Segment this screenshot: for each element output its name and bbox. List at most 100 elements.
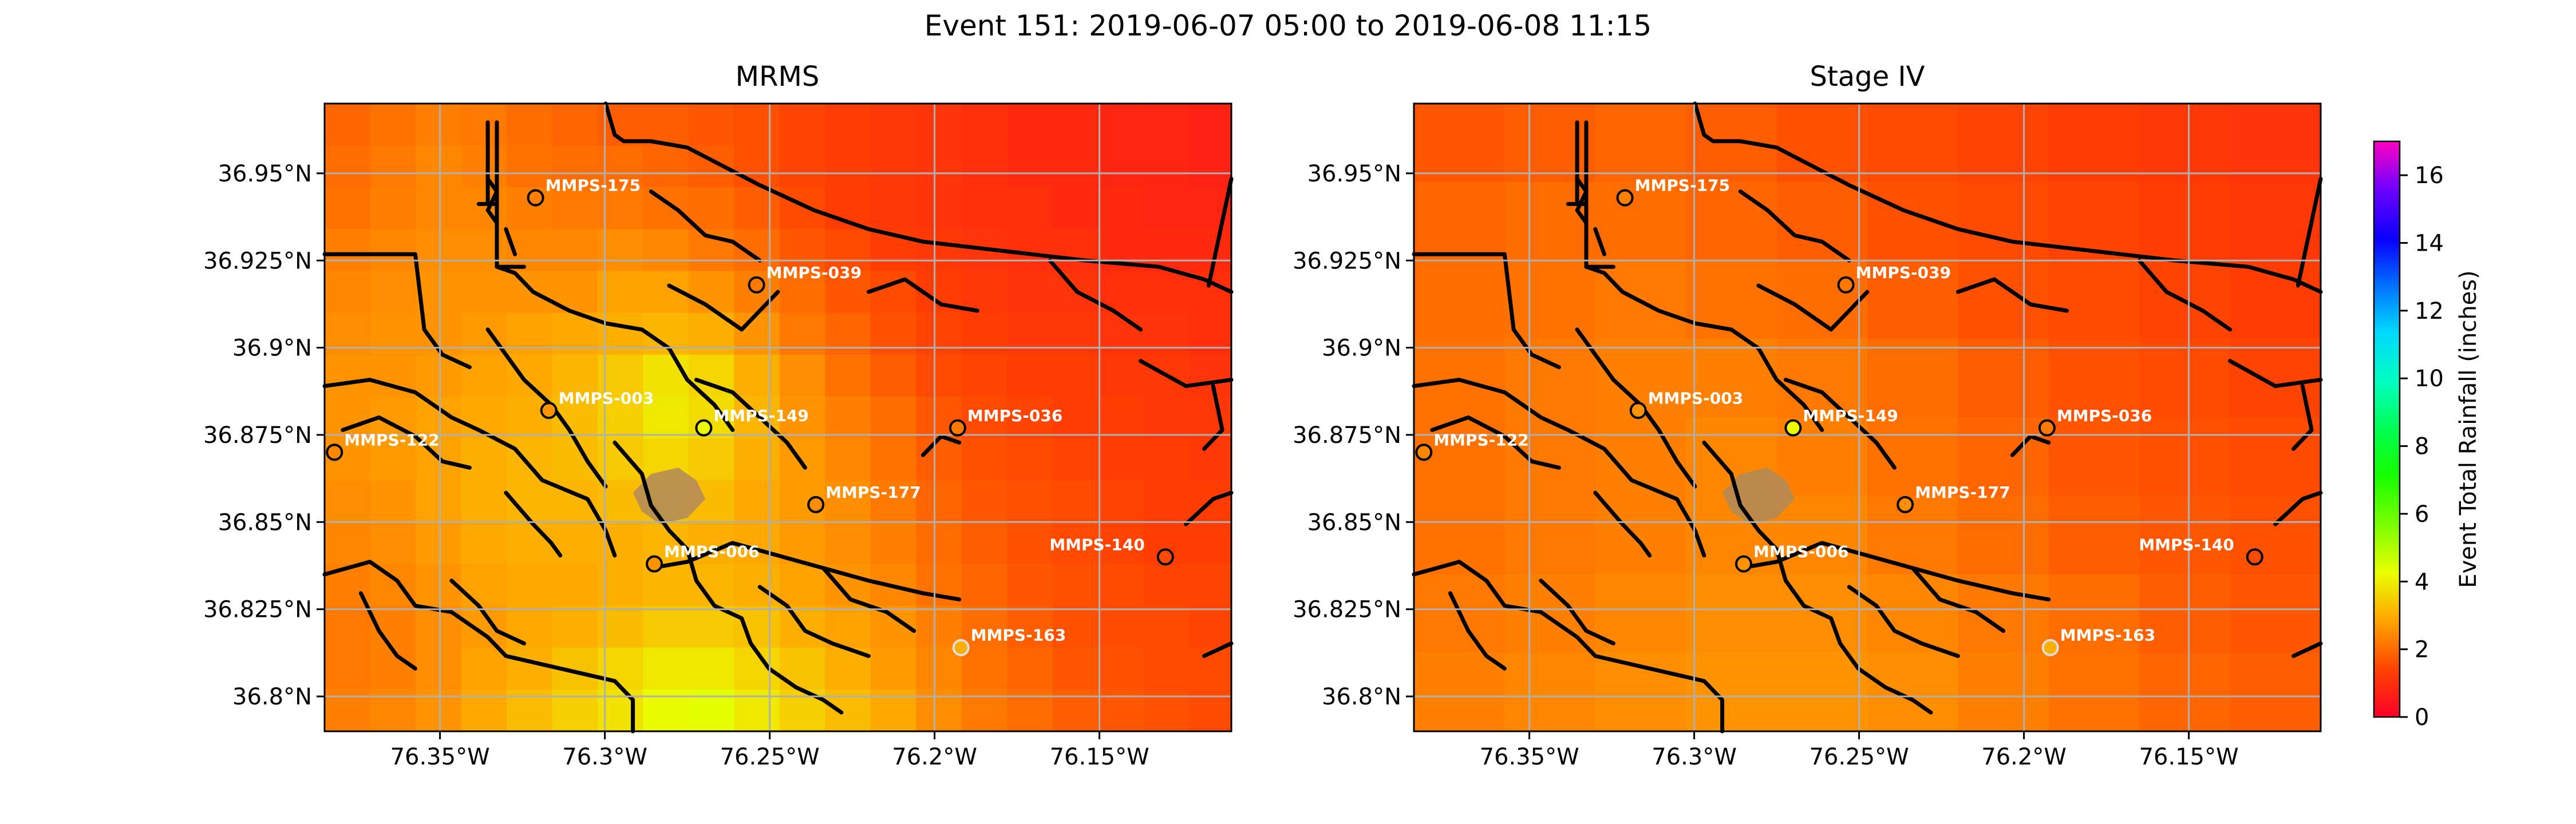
stage-iv-coastline-segment: [1593, 227, 1607, 256]
mrms-station-marker: [952, 639, 970, 656]
mrms-heat-cell: [870, 438, 917, 481]
mrms-station-label: MMPS-122: [344, 430, 439, 449]
mrms-coastline-segment: [1202, 641, 1234, 658]
mrms-heat-cell: [961, 187, 1008, 230]
mrms-heat-cell: [825, 354, 871, 397]
stage-iv-coastline-segment: [2291, 641, 2323, 658]
mrms-station-label: MMPS-163: [971, 626, 1066, 645]
mrms-heat-cell: [916, 480, 962, 523]
stage-iv-heat-cell: [2139, 652, 2231, 732]
mrms-heat-cell: [734, 480, 780, 523]
mrms-coastline-segment: [322, 560, 635, 734]
mrms-coastline-segment: [322, 252, 472, 370]
colorbar-tick-label: 2: [2415, 637, 2429, 663]
stage-iv-land-patch: [1722, 468, 1795, 524]
mrms-heat-cell: [1143, 271, 1190, 314]
mrms-y-ticks: 36.8°N 36.825°N 36.85°N 36.875°N 36.9°N 36.92…: [203, 161, 325, 710]
stage-iv-heat-cell: [1776, 339, 1868, 418]
mrms-x-ticks: 76.35°W 76.3°W 76.25°W 76.2°W 76.15°W: [390, 731, 1149, 770]
stage-iv-coastline-segment: [1412, 560, 1725, 734]
mrms-heat-cell: [961, 647, 1008, 690]
mrms-heat-cell: [643, 104, 689, 146]
stage-iv-heat-cell: [1867, 182, 1959, 261]
stage-iv-station-marker: [1897, 496, 1914, 513]
mrms-coastline-segment: [613, 440, 717, 608]
mrms-heat-cell: [1052, 438, 1099, 481]
mrms-heat-cell: [1189, 104, 1232, 146]
stage-iv-coastline-segment: [1575, 177, 1589, 225]
stage-iv-y-tick-label: 36.85°N: [1307, 509, 1401, 536]
mrms-heat-cell: [643, 145, 689, 188]
stage-iv-coastline-segment: [1738, 189, 1851, 263]
mrms-heat-cell: [1143, 605, 1190, 648]
mrms-coastline-segment: [1206, 177, 1234, 288]
stage-iv-coastline-segment: [1910, 566, 2006, 633]
mrms-heat-cell: [916, 187, 962, 230]
mrms-heat-cell: [507, 104, 553, 146]
stage-iv-coastline-segment: [1593, 490, 1652, 558]
mrms-rainfall-heatmap: [325, 104, 1232, 732]
mrms-heat-cell: [370, 271, 416, 314]
mrms-heat-cell: [1052, 312, 1099, 355]
mrms-coastline-segment: [920, 434, 962, 457]
mrms-heat-cell: [1189, 354, 1232, 397]
stage-iv-heat-cell: [1867, 104, 1959, 183]
mrms-heat-cell: [552, 104, 598, 146]
stage-iv-heat-cell: [1595, 182, 1686, 261]
stage-iv-y-tick-label: 36.875°N: [1293, 422, 1401, 449]
stage-iv-heat-cell: [1867, 417, 1959, 497]
mrms-heat-cell: [734, 187, 780, 230]
mrms-heat-cell: [1189, 564, 1232, 607]
mrms-heat-cell: [961, 396, 1008, 439]
stage-iv-heat-cell: [2230, 574, 2321, 653]
stage-iv-heat-cell: [1686, 574, 1777, 653]
mrms-heat-cell: [1143, 104, 1190, 146]
stage-iv-station-label: MMPS-006: [1753, 542, 1848, 561]
mrms-heat-cell: [1098, 564, 1144, 607]
mrms-heat-cell: [870, 104, 917, 146]
stage-iv-heat-cell: [1958, 574, 2049, 653]
stage-iv-heat-cell: [1504, 417, 1596, 497]
colorbar-tick-label: 14: [2415, 231, 2444, 257]
mrms-heat-cell: [461, 438, 507, 481]
mrms-heat-cell: [1007, 438, 1053, 481]
mrms-heat-cell: [1098, 480, 1144, 523]
mrms-heat-cell: [1052, 104, 1099, 146]
mrms-heat-cell: [507, 647, 553, 690]
figure-suptitle: Event 151: 2019-06-07 05:00 to 2019-06-0…: [924, 9, 1652, 42]
mrms-heat-cell: [643, 605, 689, 648]
mrms-coastline-segment: [1139, 359, 1234, 389]
mrms-heat-cell: [870, 354, 917, 397]
mrms-heat-cell: [961, 354, 1008, 397]
mrms-station-label: MMPS-036: [967, 406, 1062, 425]
mrms-heat-cell: [1052, 522, 1099, 565]
stage-iv-panel: Stage IV MMPS-175 MMPS-039 MMPS-003 MMPS-14…: [1293, 61, 2323, 770]
stage-iv-heat-cell: [1414, 260, 1506, 340]
mrms-heat-cell: [416, 229, 462, 272]
stage-iv-heat-cell: [1504, 182, 1596, 261]
mrms-heat-cell: [325, 480, 371, 523]
stage-iv-station-label: MMPS-175: [1635, 176, 1730, 195]
stage-iv-station-label: MMPS-039: [1856, 263, 1951, 282]
stage-iv-gridlines: [1414, 104, 2321, 731]
stage-iv-station-marker: [2041, 639, 2059, 656]
mrms-heat-cell: [1098, 104, 1144, 146]
colorbar-tick-label: 16: [2415, 163, 2444, 189]
stage-iv-coastline-segment: [1738, 541, 2051, 602]
mrms-heat-cell: [1189, 605, 1232, 648]
stage-iv-heat-cell: [1958, 260, 2049, 340]
mrms-heat-cell: [552, 187, 598, 230]
mrms-heat-cell: [507, 354, 553, 397]
stage-iv-heat-cell: [2139, 574, 2231, 653]
stage-iv-heat-cell: [1504, 496, 1596, 575]
colorbar-tick-label: 10: [2415, 366, 2444, 392]
stage-iv-station-marker: [1735, 555, 1752, 573]
mrms-heat-cell: [779, 396, 826, 439]
mrms-heat-cell: [734, 354, 780, 397]
stage-iv-coastline-segment: [2273, 490, 2323, 526]
mrms-heat-cell: [325, 312, 371, 355]
mrms-heat-cell: [1052, 605, 1099, 648]
stage-iv-heat-cell: [2139, 104, 2231, 183]
mrms-heat-cell: [461, 187, 507, 230]
